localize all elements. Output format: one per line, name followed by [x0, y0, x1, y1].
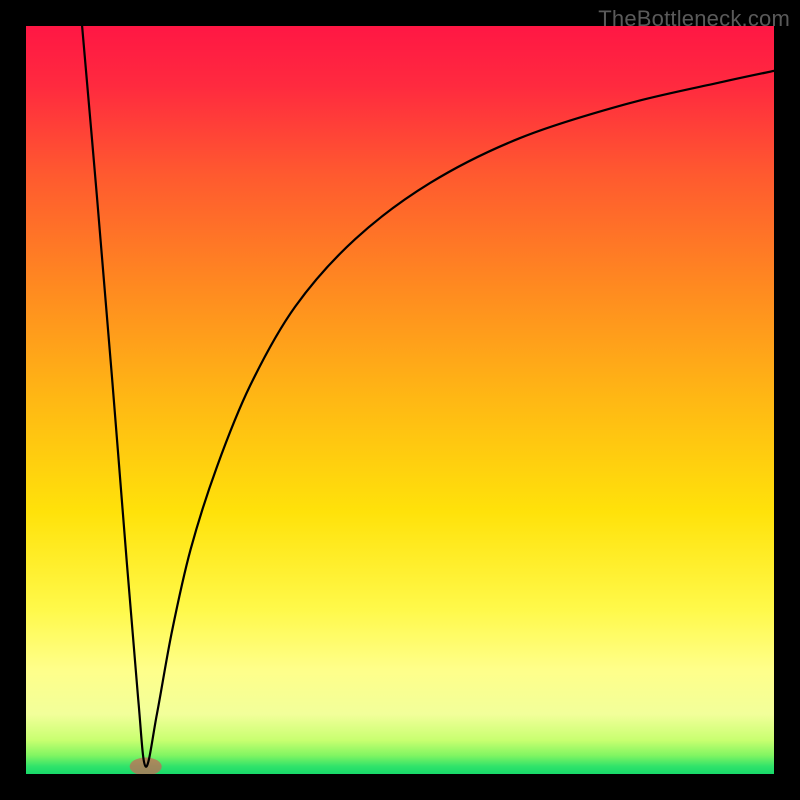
- watermark-text: TheBottleneck.com: [598, 6, 790, 32]
- chart-frame: TheBottleneck.com: [0, 0, 800, 800]
- gradient-background: [26, 26, 774, 774]
- plot-area: [26, 26, 774, 774]
- bottleneck-curve-chart: [26, 26, 774, 774]
